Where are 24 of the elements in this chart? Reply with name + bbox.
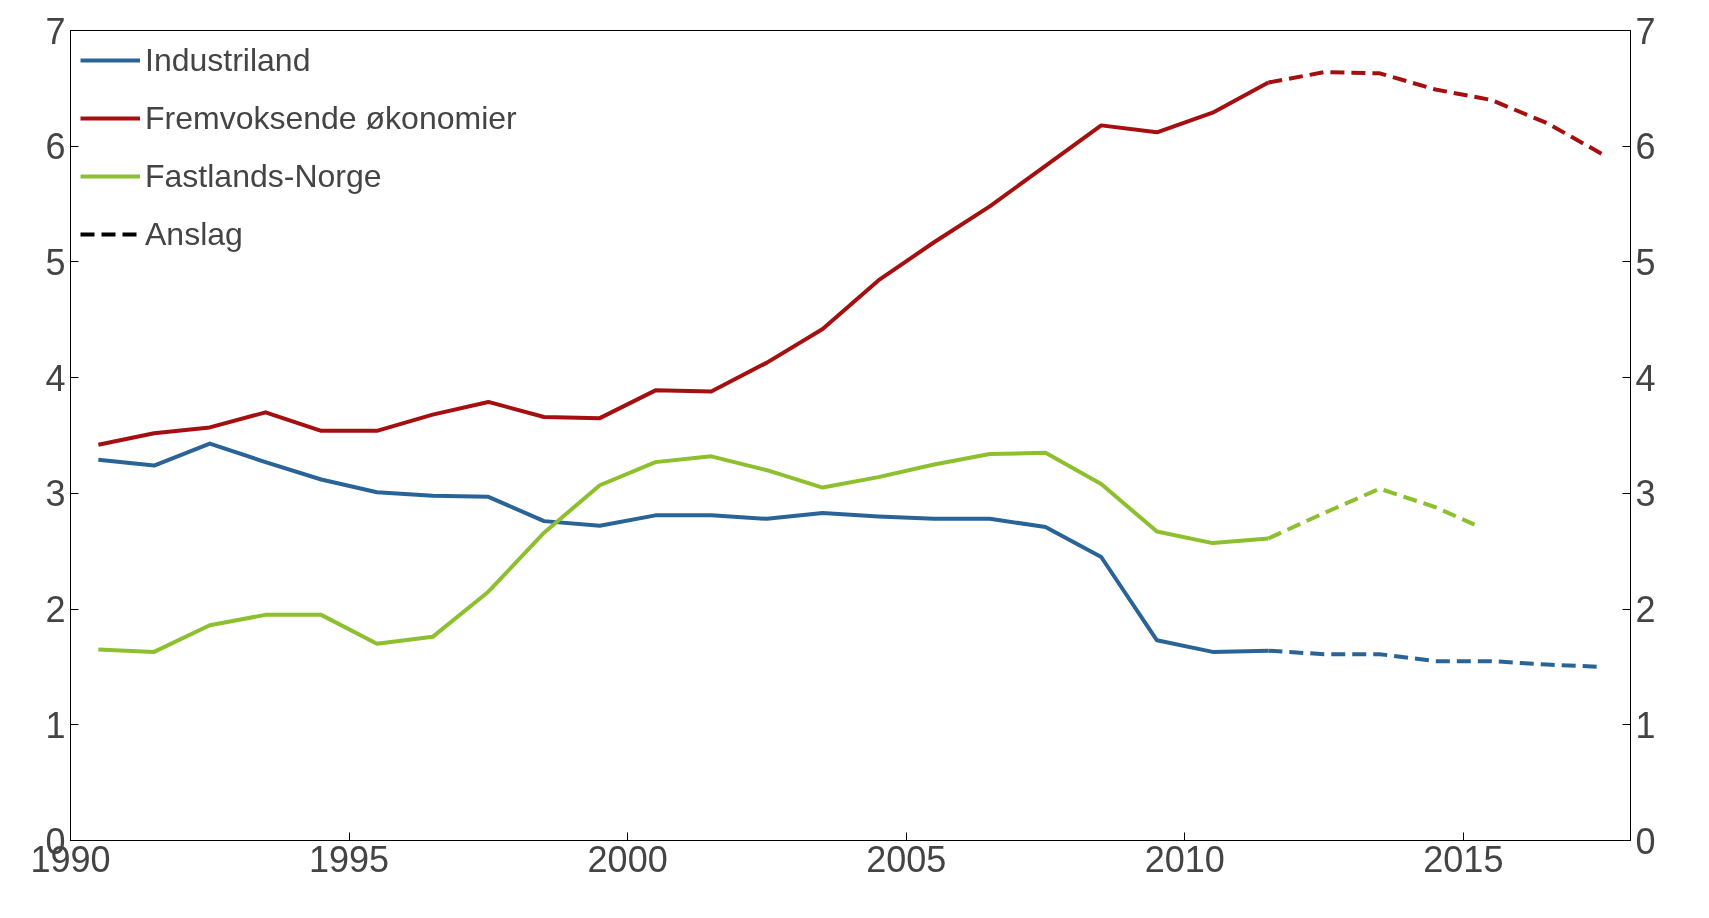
y2-tick-label: 5 [1635,241,1656,283]
y-tick-label: 2 [45,589,66,631]
y-tick-label: 5 [45,241,66,283]
y2-tick-label: 4 [1635,357,1656,399]
y-tick-label: 1 [45,704,66,746]
legend-label: Fastlands-Norge [145,156,382,196]
y2-tick-label: 2 [1635,589,1656,631]
legend-label: Industriland [145,40,311,80]
y-tick-label: 7 [45,10,66,52]
y2-tick-label: 6 [1635,126,1656,168]
y2-tick-label: 1 [1635,704,1656,746]
y2-tick-label: 0 [1635,820,1656,862]
x-tick-label: 2005 [866,838,947,880]
y-tick-label: 6 [45,126,66,168]
x-tick-label: 2015 [1423,838,1504,880]
y-tick-label: 4 [45,357,66,399]
y2-tick-label: 7 [1635,10,1656,52]
y2-tick-label: 3 [1635,473,1656,515]
x-tick-label: 2000 [587,838,668,880]
x-tick-label: 2010 [1144,838,1225,880]
y-tick-label: 3 [45,473,66,515]
x-tick-label: 1995 [309,838,390,880]
legend-label: Fremvoksende økonomier [145,98,517,138]
legend-label: Anslag [145,214,243,254]
